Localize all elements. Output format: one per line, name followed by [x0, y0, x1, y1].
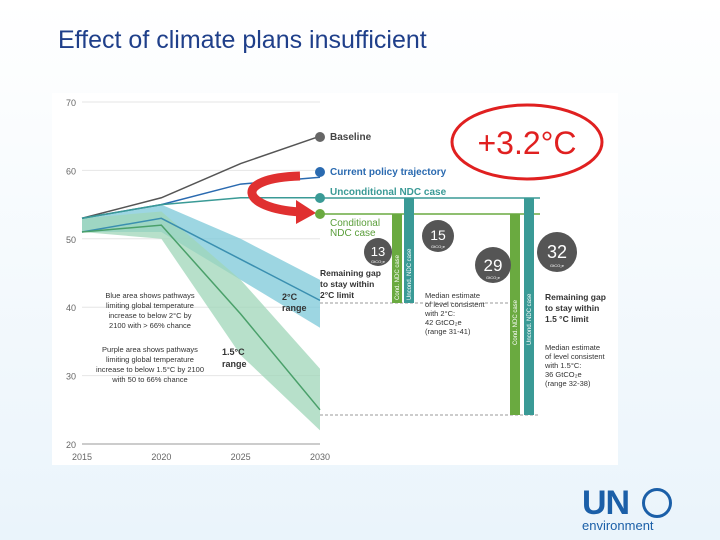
y-tick-label: 60 [66, 166, 76, 176]
median-15c-line5: (range 32-38) [545, 379, 591, 388]
bar-uncond-2 [524, 198, 534, 415]
gap-15c-line1: Remaining gap [545, 292, 606, 302]
svg-text:GtCO₂e: GtCO₂e [371, 259, 386, 264]
series-line-0 [81, 135, 321, 220]
svg-text:GtCO₂e: GtCO₂e [486, 275, 501, 280]
svg-text:GtCO₂e: GtCO₂e [550, 263, 565, 268]
purple-note-line4: with 50 to 66% chance [111, 375, 187, 384]
range-15c-line1: 1.5°C [222, 347, 245, 357]
marker-current-policy [315, 167, 325, 177]
range-2c-line1: 2°C [282, 292, 298, 302]
svg-text:13: 13 [371, 244, 385, 259]
purple-note-line1: Purple area shows pathways [102, 345, 198, 354]
un-logo-text: UN [582, 484, 630, 522]
marker-baseline [315, 132, 325, 142]
median-15c-line2: of level consistent [545, 352, 606, 361]
x-tick-label: 2015 [72, 452, 92, 462]
median-2c-line1: Median estimate [425, 291, 480, 300]
curved-arrow-icon [247, 171, 301, 217]
gap-circle-29: 29 GtCO₂e [475, 247, 511, 283]
y-tick-label: 70 [66, 98, 76, 108]
bar-cond-1-label: Cond. NDC case [395, 254, 401, 300]
blue-note-line3: increase to below 2°C by [108, 311, 191, 320]
y-tick-label: 50 [66, 235, 76, 245]
median-2c-line3: with 2°C: [424, 309, 455, 318]
purple-note-line3: increase to below 1.5°C by 2100 [96, 365, 204, 374]
gap-15c-line2: to stay within [545, 303, 599, 313]
y-tick-label: 20 [66, 440, 76, 450]
gap-2c-line2: to stay within [320, 279, 374, 289]
gap-circle-13: 13 GtCO₂e [364, 238, 392, 266]
blue-note-line4: 2100 with > 66% chance [109, 321, 191, 330]
series-line-3 [81, 217, 321, 302]
temperature-callout-ellipse [450, 103, 604, 181]
un-logo-environment: environment [582, 518, 654, 533]
gap-circle-15: 15 GtCO₂e [422, 220, 454, 252]
gap-15c-line3: 1.5 °C limit [545, 314, 589, 324]
series-line-4 [81, 224, 321, 411]
slide-title: Effect of climate plans insufficient [58, 26, 427, 54]
blue-note-line2: limiting global temperature [106, 301, 194, 310]
label-baseline: Baseline [330, 132, 372, 143]
label-current-policy: Current policy trajectory [330, 167, 447, 178]
label-unconditional: Unconditional NDC case [330, 187, 447, 198]
median-2c-line2: of level consistent [425, 300, 486, 309]
bar-cond-2-label: Cond. NDC case [513, 299, 519, 345]
median-15c-line3: with 1.5°C: [544, 361, 581, 370]
label-conditional-2: NDC case [330, 228, 376, 239]
blue-note-line1: Blue area shows pathways [105, 291, 194, 300]
temperature-callout: +3.2°C [477, 125, 576, 161]
median-15c-line4: 36 GtCO₂e [545, 370, 582, 379]
purple-note-line2: limiting global temperature [106, 355, 194, 364]
bar-uncond-1 [404, 198, 414, 303]
arrow-head-icon [296, 200, 316, 224]
bar-cond-1 [392, 214, 402, 303]
label-conditional-1: Conditional [330, 218, 380, 229]
y-tick-label: 40 [66, 303, 76, 313]
range-2c-line2: range [282, 303, 307, 313]
band-1 [82, 211, 320, 431]
bar-uncond-1-label: Uncond. NDC case [407, 248, 413, 300]
svg-text:29: 29 [484, 256, 503, 275]
series-line-2 [81, 197, 320, 220]
svg-text:GtCO₂e: GtCO₂e [431, 244, 446, 249]
gap-2c-line1: Remaining gap [320, 268, 381, 278]
svg-text:15: 15 [430, 227, 446, 243]
range-15c-line2: range [222, 359, 247, 369]
median-15c-line1: Median estimate [545, 343, 600, 352]
un-environment-logo: UN environment [582, 484, 682, 533]
median-2c-line5: (range 31-41) [425, 327, 471, 336]
svg-text:32: 32 [547, 242, 567, 262]
x-tick-label: 2020 [151, 452, 171, 462]
chart-panel [52, 93, 618, 465]
gap-circle-32: 32 GtCO₂e [537, 232, 577, 272]
x-tick-label: 2025 [231, 452, 251, 462]
bar-uncond-2-label: Uncond. NDC case [527, 293, 533, 345]
median-2c-line4: 42 GtCO₂e [425, 318, 462, 327]
bar-cond-2 [510, 214, 520, 415]
y-tick-label: 30 [66, 372, 76, 382]
globe-icon [642, 488, 672, 518]
x-tick-label: 2030 [310, 452, 330, 462]
gap-2c-line3: 2°C limit [320, 290, 354, 300]
